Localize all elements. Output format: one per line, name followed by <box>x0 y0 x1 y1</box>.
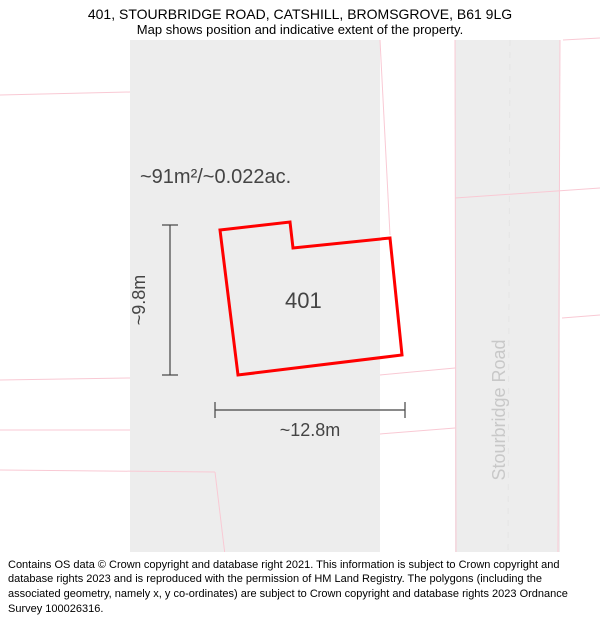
footer-copyright: Contains OS data © Crown copyright and d… <box>0 552 600 625</box>
header: 401, STOURBRIDGE ROAD, CATSHILL, BROMSGR… <box>0 0 600 39</box>
plot-boundary-line <box>380 40 390 235</box>
plot-boundary-line <box>0 92 130 95</box>
dim-label-horizontal: ~12.8m <box>280 420 341 440</box>
map-band-vertical <box>130 40 380 555</box>
map-svg: 401 ~91m²/~0.022ac. ~9.8m ~12.8m Stourbridge… <box>0 0 600 555</box>
plot-boundary-line <box>0 378 130 380</box>
road-name-label: Stourbridge Road <box>489 339 509 480</box>
page-title: 401, STOURBRIDGE ROAD, CATSHILL, BROMSGR… <box>10 6 590 22</box>
plot-boundary-line <box>380 368 455 375</box>
area-label: ~91m²/~0.022ac. <box>140 166 291 188</box>
house-number-label: 401 <box>285 288 322 313</box>
page-subtitle: Map shows position and indicative extent… <box>10 22 590 37</box>
plot-boundary-line <box>562 315 600 318</box>
dim-label-vertical: ~9.8m <box>129 275 149 326</box>
map-canvas: 401 ~91m²/~0.022ac. ~9.8m ~12.8m Stourbridge… <box>0 0 600 555</box>
plot-boundary-line <box>380 428 455 434</box>
